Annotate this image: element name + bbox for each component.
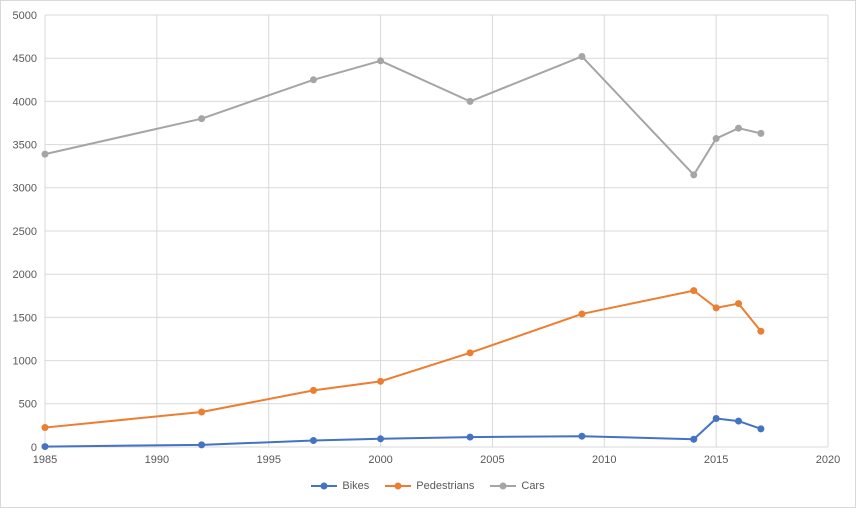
data-point-cars-1985[interactable] (41, 150, 49, 158)
y-axis-tick-3000: 3000 (13, 183, 37, 195)
chart-legend: Bikes Pedestrians Cars (1, 473, 855, 499)
legend-item-pedestrians[interactable]: Pedestrians (385, 479, 475, 492)
data-point-pedestrians-2009[interactable] (578, 310, 586, 318)
y-axis-tick-4500: 4500 (13, 53, 37, 65)
data-point-bikes-2004[interactable] (466, 433, 474, 441)
legend-label-bikes: Bikes (342, 479, 370, 492)
data-point-bikes-2017[interactable] (757, 425, 765, 433)
y-axis-tick-5000: 5000 (13, 10, 37, 22)
data-point-cars-2017[interactable] (757, 129, 765, 137)
legend-marker-pedestrians-icon (385, 482, 412, 490)
data-point-pedestrians-2017[interactable] (757, 327, 765, 335)
data-point-bikes-1997[interactable] (309, 437, 317, 445)
data-point-cars-1992[interactable] (198, 115, 206, 123)
legend-marker-cars-icon (490, 482, 517, 490)
x-axis-tick-1990: 1990 (145, 454, 169, 466)
data-point-bikes-2014[interactable] (690, 435, 698, 443)
data-point-pedestrians-1997[interactable] (309, 386, 317, 394)
y-axis-tick-0: 0 (31, 442, 37, 454)
data-point-bikes-1992[interactable] (198, 441, 206, 449)
data-point-pedestrians-2004[interactable] (466, 349, 474, 357)
data-point-bikes-1985[interactable] (41, 443, 49, 451)
data-point-bikes-2015[interactable] (712, 414, 720, 422)
x-axis-tick-2015: 2015 (704, 454, 728, 466)
data-point-cars-2000[interactable] (377, 57, 385, 65)
data-point-cars-1997[interactable] (309, 76, 317, 84)
data-point-bikes-2016[interactable] (735, 417, 743, 425)
data-point-cars-2009[interactable] (578, 52, 586, 60)
data-point-pedestrians-2000[interactable] (377, 377, 385, 385)
plot-area: 0 500 1000 1500 2000 2500 3000 3500 4000 4500 5000… (13, 10, 841, 466)
x-axis-tick-2000: 2000 (368, 454, 392, 466)
data-point-bikes-2009[interactable] (578, 432, 586, 440)
y-axis-tick-1000: 1000 (13, 355, 37, 367)
x-axis-tick-2010: 2010 (592, 454, 616, 466)
data-point-pedestrians-1985[interactable] (41, 424, 49, 432)
x-axis-tick-1985: 1985 (33, 454, 57, 466)
legend-item-bikes[interactable]: Bikes (311, 479, 370, 492)
data-point-bikes-2000[interactable] (377, 435, 385, 443)
series-line-pedestrians[interactable] (44, 289, 762, 429)
series-line-bikes[interactable] (44, 417, 762, 448)
x-axis-tick-2020: 2020 (816, 454, 840, 466)
data-point-cars-2004[interactable] (466, 97, 474, 105)
legend-label-pedestrians: Pedestrians (416, 479, 475, 492)
y-axis-tick-2500: 2500 (13, 226, 37, 238)
data-point-cars-2014[interactable] (690, 171, 698, 179)
data-point-pedestrians-2016[interactable] (735, 300, 743, 308)
y-axis-tick-1500: 1500 (13, 312, 37, 324)
x-axis-tick-1995: 1995 (256, 454, 280, 466)
x-axis-tick-2005: 2005 (480, 454, 504, 466)
data-point-pedestrians-2014[interactable] (690, 287, 698, 295)
y-axis-tick-3500: 3500 (13, 139, 37, 151)
y-axis-tick-500: 500 (19, 399, 37, 411)
data-point-pedestrians-1992[interactable] (198, 408, 206, 416)
legend-item-cars[interactable]: Cars (490, 479, 545, 492)
series-line-cars[interactable] (44, 55, 762, 176)
data-point-cars-2015[interactable] (712, 135, 720, 143)
data-point-pedestrians-2015[interactable] (712, 304, 720, 312)
y-axis-tick-2000: 2000 (13, 269, 37, 281)
data-point-cars-2016[interactable] (735, 124, 743, 132)
legend-label-cars: Cars (521, 479, 545, 492)
y-axis-tick-4000: 4000 (13, 96, 37, 108)
legend-marker-bikes-icon (311, 482, 338, 490)
